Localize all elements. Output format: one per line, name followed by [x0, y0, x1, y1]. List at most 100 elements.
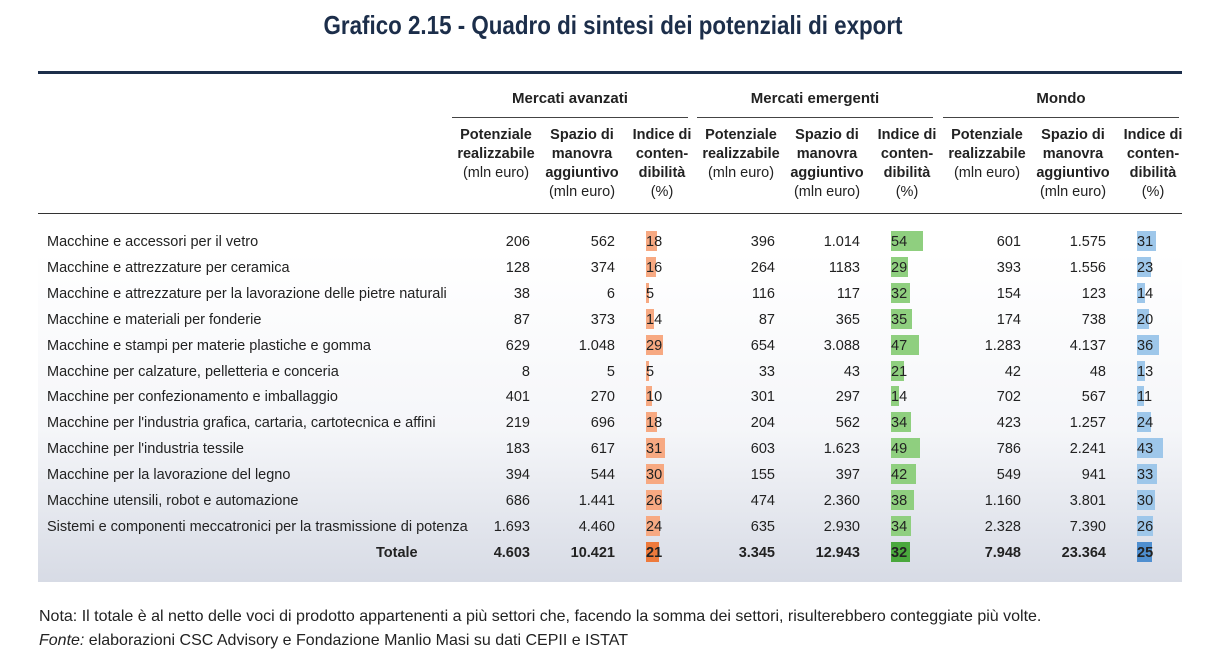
column-header-mondo-2: Indice di conten-dibilità (%)	[1107, 126, 1199, 202]
margin-value-mercati-avanzati: 5	[606, 363, 615, 380]
index-bar-mondo	[1137, 464, 1157, 485]
margin-value-mercati-emergenti: 365	[835, 311, 860, 328]
note-text: Nota: Il totale è al netto delle voci di…	[39, 608, 1042, 625]
margin-value-mercati-avanzati: 373	[590, 311, 615, 328]
index-value-mercati-emergenti: 47	[891, 337, 908, 354]
index-bar-mercati-emergenti	[891, 412, 912, 433]
row-label: Macchine e attrezzature per ceramica	[47, 259, 290, 276]
potential-value-mercati-avanzati: 183	[505, 441, 530, 458]
table-row: Macchine per confezionamento e imballagg…	[38, 384, 1182, 410]
potential-value-mercati-emergenti: 654	[750, 337, 775, 354]
index-value-mondo: 33	[1137, 467, 1154, 484]
potential-value-mercati-emergenti: 33	[758, 363, 775, 380]
row-label: Macchine per l'industria grafica, cartar…	[47, 415, 436, 432]
column-header-line: realizzabile	[702, 146, 780, 162]
index-value-mondo: 30	[1137, 493, 1154, 509]
potential-value-mercati-avanzati: 206	[505, 234, 530, 250]
index-bar-mondo	[1137, 282, 1146, 303]
row-label: Macchine e materiali per fonderie	[47, 311, 262, 328]
column-header-line: Spazio di	[1041, 127, 1105, 143]
table-row: Macchine utensili, robot e automazione 68…	[38, 488, 1182, 514]
column-header-line: aggiuntivo	[545, 165, 619, 181]
potential-value-mercati-avanzati: 87	[513, 311, 530, 328]
index-bar-mercati-emergenti	[891, 360, 904, 381]
index-bar-mercati-avanzati	[646, 231, 657, 251]
index-value-mercati-avanzati: 5	[646, 285, 655, 302]
margin-value-mondo: 123	[1081, 285, 1106, 302]
index-value-mondo: 20	[1137, 311, 1154, 328]
potential-value-mondo: 42	[1004, 363, 1021, 380]
potential-value-mercati-emergenti: 204	[750, 415, 775, 432]
row-label: Macchine per confezionamento e imballagg…	[47, 389, 338, 406]
column-header-line: (mln euro)	[793, 184, 861, 200]
potential-value-mercati-emergenti: 603	[750, 441, 775, 458]
index-bar-mondo	[1137, 256, 1151, 277]
column-header-line: conten-	[1126, 146, 1180, 162]
potential-value-mercati-emergenti: 3.345	[738, 544, 775, 561]
index-bar-mercati-avanzati	[646, 360, 649, 381]
margin-value-mondo: 23.364	[1061, 544, 1106, 561]
index-value-mondo: 36	[1137, 337, 1154, 354]
group-underline-mercati-emergenti	[697, 117, 933, 118]
index-value-mercati-emergenti: 21	[891, 363, 908, 380]
index-value-mondo: 14	[1137, 285, 1154, 302]
potential-value-mondo: 601	[996, 234, 1021, 250]
index-value-mercati-emergenti: 38	[891, 493, 908, 509]
margin-value-mercati-avanzati: 1.048	[578, 337, 615, 354]
table-row: Sistemi e componenti meccatronici per la…	[38, 514, 1182, 540]
potential-value-mercati-emergenti: 635	[750, 518, 775, 535]
margin-value-mercati-avanzati: 617	[590, 441, 615, 458]
index-value-mercati-avanzati: 5	[646, 363, 655, 380]
column-header-line: (mln euro)	[462, 165, 530, 181]
row-label: Macchine e accessori per il vetro	[47, 234, 259, 250]
table-row: Macchine per l'industria tessile 183 617 31…	[38, 436, 1182, 462]
margin-value-mondo: 1.575	[1069, 234, 1106, 250]
potential-value-mercati-avanzati: 128	[505, 259, 530, 276]
potential-value-mercati-avanzati: 219	[505, 415, 530, 432]
margin-value-mondo: 48	[1089, 363, 1106, 380]
table-row: Macchine per l'industria grafica, cartar…	[38, 410, 1182, 436]
column-header-mercati-emergenti-1: Spazio di manovra aggiuntivo (mln euro)	[781, 126, 873, 202]
potential-value-mondo: 702	[996, 389, 1021, 406]
index-bar-mercati-emergenti	[891, 464, 917, 485]
row-label: Macchine per l'industria tessile	[47, 441, 244, 458]
column-header-line: Indice di	[632, 127, 692, 143]
column-header-line: manovra	[551, 146, 613, 162]
margin-value-mercati-avanzati: 696	[590, 415, 615, 432]
column-header-mondo-0: Potenziale realizzabile (mln euro)	[941, 126, 1033, 183]
index-value-mercati-emergenti: 34	[891, 518, 908, 535]
margin-value-mondo: 738	[1081, 311, 1106, 328]
index-bar-mondo	[1137, 334, 1159, 355]
column-header-mercati-avanzati-1: Spazio di manovra aggiuntivo (mln euro)	[536, 126, 628, 202]
column-header-line: Spazio di	[550, 127, 614, 143]
column-header-line: dibilità	[638, 165, 686, 181]
margin-value-mercati-avanzati: 374	[590, 259, 615, 276]
column-header-mercati-emergenti-2: Indice di conten-dibilità (%)	[861, 126, 953, 202]
index-bar-mercati-avanzati	[646, 386, 652, 407]
index-bar-mercati-avanzati	[646, 308, 655, 329]
index-bar-mercati-avanzati	[646, 282, 649, 303]
potential-value-mondo: 1.160	[984, 493, 1021, 509]
index-bar-mondo	[1137, 438, 1163, 459]
potential-value-mercati-emergenti: 474	[750, 493, 775, 509]
potential-value-mondo: 549	[996, 467, 1021, 484]
index-bar-mercati-emergenti	[891, 490, 914, 510]
column-header-line: (mln euro)	[707, 165, 775, 181]
margin-value-mercati-emergenti: 1.014	[823, 234, 860, 250]
index-bar-mondo	[1137, 515, 1153, 536]
index-value-mercati-emergenti: 42	[891, 467, 908, 484]
header-separator	[38, 213, 1182, 214]
potential-value-mercati-avanzati: 8	[521, 363, 530, 380]
margin-value-mondo: 2.241	[1069, 441, 1106, 458]
index-bar-mercati-emergenti	[891, 256, 909, 277]
column-header-line: Spazio di	[795, 127, 859, 143]
potential-value-mondo: 154	[996, 285, 1021, 302]
chart-title: Grafico 2.15 - Quadro di sintesi dei pot…	[323, 10, 903, 40]
footnote: Nota: Il totale è al netto delle voci di…	[39, 605, 1041, 653]
margin-value-mercati-emergenti: 2.360	[823, 493, 860, 509]
total-label: Totale	[376, 544, 418, 561]
total-row: Totale 4.603 10.421 21 3.345 12.943 32 7.948 23.…	[38, 540, 1182, 566]
potential-value-mercati-avanzati: 401	[505, 389, 530, 406]
margin-value-mercati-emergenti: 43	[843, 363, 860, 380]
source-line: Fonte: elaborazioni CSC Advisory e Fonda…	[39, 629, 1041, 653]
